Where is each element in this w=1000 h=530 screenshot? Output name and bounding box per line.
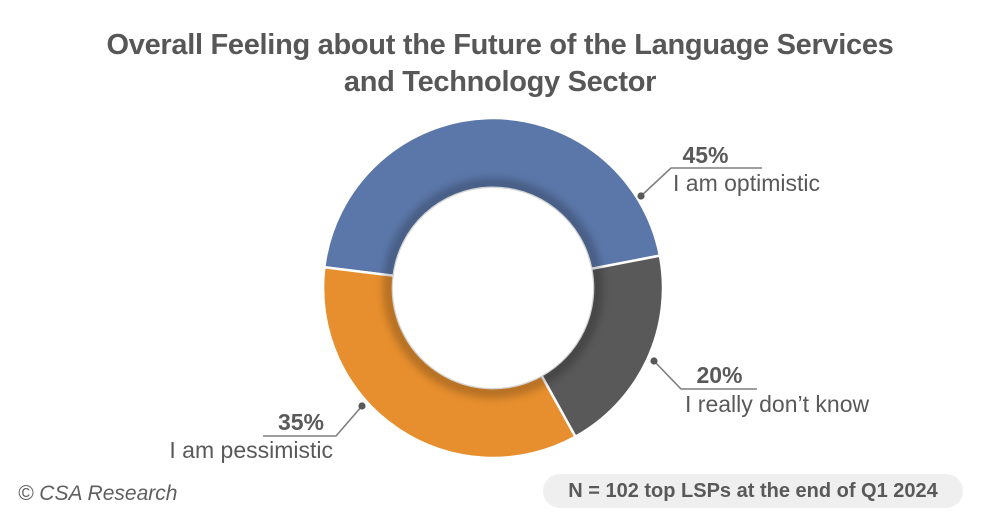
callout-dont-know-value: 20% [696, 362, 743, 388]
leader-line-1 [640, 167, 762, 197]
callout-pessimistic-label: I am pessimistic [169, 437, 333, 463]
sample-size-text: N = 102 top LSPs at the end of Q1 2024 [568, 479, 938, 502]
leader-dot-3 [358, 402, 366, 410]
leader-dot-1 [637, 192, 645, 200]
donut-slice-3 [321, 266, 577, 460]
callout-optimistic-label: I am optimistic [673, 170, 820, 196]
callout-optimistic-value: 45% [682, 142, 729, 168]
chart-title: Overall Feeling about the Future of the … [0, 27, 1000, 101]
leader-dot-2 [650, 357, 658, 365]
chart-title-line1: Overall Feeling about the Future of the … [106, 29, 894, 61]
callout-pessimistic-value: 35% [277, 409, 325, 435]
donut-inner-shadow [383, 178, 603, 398]
copyright-note: © CSA Research [18, 482, 178, 505]
donut-slice-1 [323, 116, 662, 278]
chart-title-line2: and Technology Sector [343, 66, 657, 98]
sample-size-badge: N = 102 top LSPs at the end of Q1 2024 [543, 474, 963, 508]
callout-dont-know-label: I really don’t know [685, 391, 870, 417]
leader-line-3 [263, 405, 363, 437]
leader-line-2 [653, 360, 757, 390]
